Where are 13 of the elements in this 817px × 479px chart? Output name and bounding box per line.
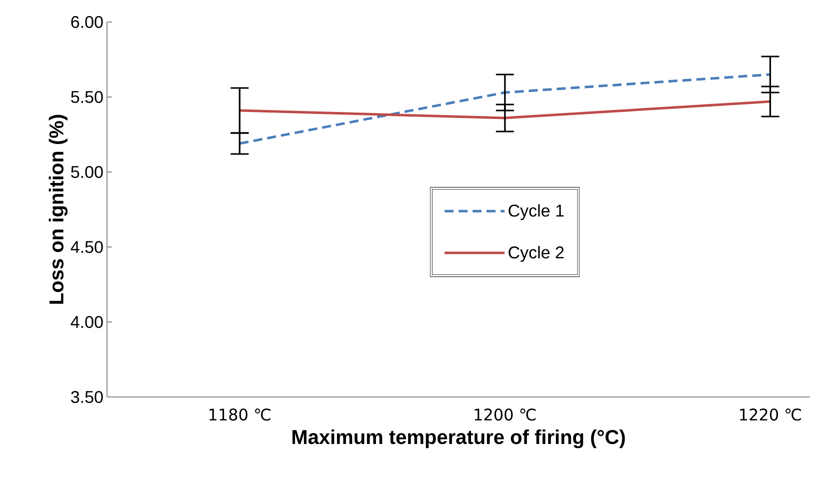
y-tick-label: 5.50 [71, 90, 103, 104]
y-tick-label: 4.00 [70, 316, 103, 328]
x-tick-label: 1200 ℃ [474, 408, 536, 421]
legend-label: Cycle 2 [508, 246, 564, 262]
y-tick-label: 3.50 [71, 390, 103, 404]
y-tick-label: 4.50 [70, 240, 103, 254]
y-tick-label: 5.00 [71, 166, 103, 178]
x-tick-label: 1180 ℃ [210, 408, 270, 421]
y-axis-title: Loss on ignition (%) [48, 114, 68, 304]
x-axis-title: Maximum temperature of firing (°C) [292, 429, 625, 448]
y-tick-label: 6.00 [71, 16, 103, 28]
x-tick-label: 1220 ℃ [740, 408, 801, 421]
legend-label: Cycle 1 [508, 204, 564, 220]
